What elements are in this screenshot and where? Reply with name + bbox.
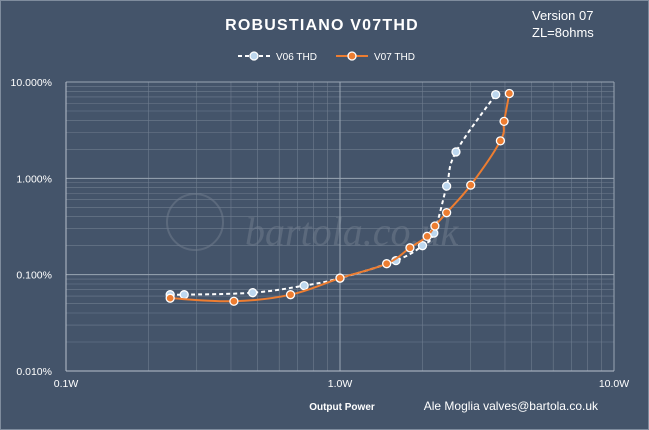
data-point-v07-thd — [405, 243, 415, 253]
plot-axes — [65, 82, 614, 372]
data-point-v06-thd — [491, 89, 501, 100]
chart-legend: V06 THD V07 THD — [238, 51, 415, 63]
version-label: Version 07 — [532, 8, 593, 23]
x-axis-tick-labels: 0.1W 1.0W 10.0W — [54, 378, 630, 390]
data-point-v07-thd — [430, 221, 440, 231]
minor-gridlines — [66, 82, 614, 371]
data-point-v07-thd — [495, 136, 506, 146]
svg-text:bartola.co.uk: bartola.co.uk — [245, 209, 460, 254]
data-point-v07-thd — [504, 88, 514, 99]
y-tick-label: 0.100% — [16, 270, 52, 282]
data-point-v07-thd — [335, 273, 345, 283]
x-tick-label: 0.1W — [54, 378, 79, 390]
chart-title: ROBUSTIANO V07THD — [225, 17, 419, 34]
data-point-v07-thd — [499, 116, 509, 127]
data-point-v06-thd — [299, 280, 309, 291]
legend-label-v06: V06 THD — [276, 52, 317, 63]
x-tick-label: 1.0W — [328, 378, 353, 390]
author-credit: Ale Moglia valves@bartola.co.uk — [424, 399, 599, 413]
data-point-v07-thd — [382, 259, 392, 269]
x-tick-label: 10.0W — [599, 378, 629, 390]
series-layer — [165, 88, 514, 306]
y-tick-label: 1.000% — [16, 173, 52, 185]
data-point-v07-thd — [165, 293, 175, 303]
y-tick-label: 10.000% — [11, 77, 52, 89]
data-point-v06-thd — [451, 147, 461, 157]
legend-label-v07: V07 THD — [374, 52, 415, 63]
data-point-v06-thd — [179, 290, 189, 300]
data-point-v07-thd — [441, 208, 452, 218]
y-axis-tick-labels: 10.000% 1.000% 0.100% 0.010% — [11, 77, 52, 378]
data-point-v06-thd — [248, 288, 258, 298]
legend-item-v07: V07 THD — [336, 51, 415, 63]
data-point-v07-thd — [422, 231, 432, 241]
data-point-v06-thd — [441, 181, 452, 191]
data-point-v07-thd — [229, 296, 239, 306]
load-impedance-label: ZL=8ohms — [532, 25, 594, 40]
data-point-v07-thd — [466, 180, 476, 190]
series-line-v06-thd — [170, 94, 497, 296]
legend-item-v06: V06 THD — [238, 51, 317, 63]
x-axis-title: Output Power — [309, 402, 375, 413]
data-point-v07-thd — [285, 290, 296, 300]
y-tick-label: 0.010% — [16, 366, 52, 378]
data-point-v06-thd — [417, 241, 428, 251]
